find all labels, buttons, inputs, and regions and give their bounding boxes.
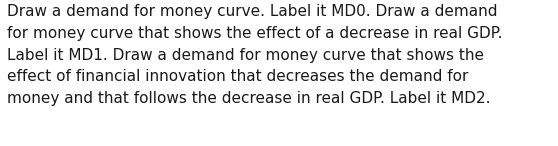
Text: Draw a demand for money curve. Label it MD0. Draw a demand
for money curve that : Draw a demand for money curve. Label it … xyxy=(7,4,502,106)
